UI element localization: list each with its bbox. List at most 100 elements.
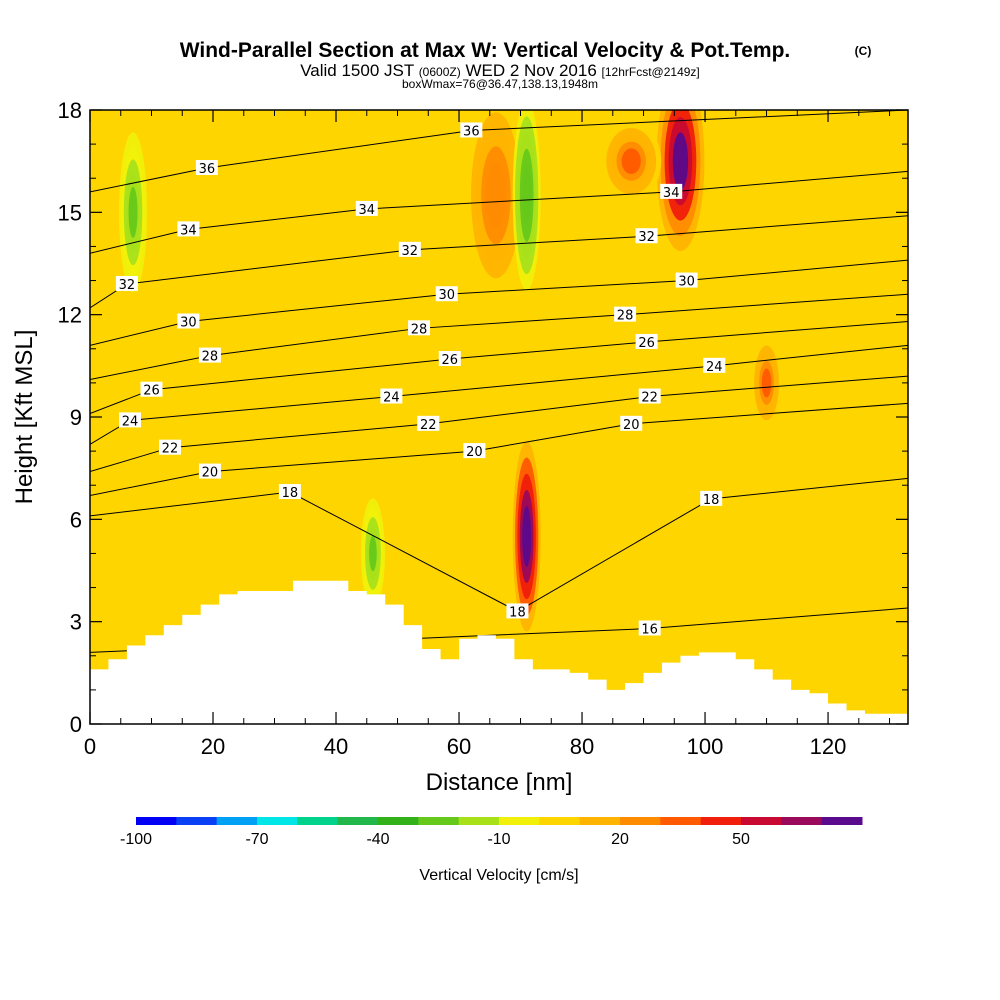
updraft-feature bbox=[601, 121, 662, 202]
contour-label-box bbox=[700, 490, 723, 506]
contour-label-text: 18 bbox=[282, 486, 299, 501]
contour-labels: 3634323028262422201836343230282624222018… bbox=[115, 122, 726, 637]
contour-label-text: 24 bbox=[706, 360, 723, 375]
velocity-contour-band bbox=[369, 535, 377, 572]
contour-label: 34 bbox=[355, 200, 378, 218]
y-tick-label: 0 bbox=[70, 712, 82, 737]
x-tick-label: 0 bbox=[84, 734, 96, 759]
contour-label-text: 24 bbox=[122, 414, 139, 429]
contour-label-box bbox=[635, 333, 658, 349]
colorbar-swatch bbox=[176, 817, 218, 825]
y-tick-label: 15 bbox=[58, 200, 82, 225]
contour-label-text: 22 bbox=[641, 391, 658, 406]
contour-label-box bbox=[380, 388, 403, 404]
updraft-feature bbox=[751, 337, 782, 428]
subtitle-valid: Valid 1500 JST bbox=[300, 61, 414, 80]
y-tick-label: 18 bbox=[58, 98, 82, 123]
contour-label-text: 26 bbox=[442, 353, 459, 368]
contour-label: 34 bbox=[660, 183, 683, 201]
colorbar-tick-label: 20 bbox=[611, 831, 629, 848]
contour-label: 18 bbox=[700, 490, 723, 508]
contour-label-text: 34 bbox=[358, 203, 375, 218]
contour-label-box bbox=[198, 347, 221, 363]
contour-label-box bbox=[158, 439, 181, 455]
contour-label-box bbox=[118, 412, 141, 428]
contour-label-text: 16 bbox=[641, 622, 658, 637]
colorbar-swatch bbox=[378, 817, 419, 825]
contour-label-box bbox=[660, 183, 683, 199]
contour-label-box bbox=[435, 286, 458, 302]
subtitle-date: WED 2 Nov 2016 bbox=[465, 61, 596, 80]
contour-label-box bbox=[620, 415, 643, 431]
contour-label-box bbox=[675, 272, 698, 288]
contour-label: 36 bbox=[460, 122, 483, 139]
colorbar-swatch bbox=[539, 817, 581, 825]
contour-label-text: 20 bbox=[202, 466, 219, 481]
colorbar-swatch bbox=[216, 817, 258, 825]
colorbar-swatch bbox=[741, 817, 782, 825]
colorbar-swatch bbox=[418, 817, 460, 825]
contour-label: 30 bbox=[675, 272, 698, 290]
contour-label-text: 20 bbox=[466, 445, 483, 460]
x-tick-label: 60 bbox=[447, 734, 471, 759]
colorbar-tick-label: -10 bbox=[487, 831, 510, 848]
colorbar: -100 -70 -40 -10 20 50 bbox=[120, 817, 863, 848]
contour-label-box bbox=[506, 603, 529, 619]
contour-label: 28 bbox=[198, 347, 221, 365]
contour-label: 36 bbox=[195, 159, 218, 177]
contour-label-text: 36 bbox=[463, 124, 480, 139]
velocity-contour-band bbox=[522, 164, 532, 226]
colorbar-swatch bbox=[620, 817, 661, 825]
theta-contour bbox=[90, 110, 908, 193]
colorbar-swatch bbox=[337, 817, 379, 825]
contour-label: 30 bbox=[177, 313, 200, 330]
downdraft-feature bbox=[360, 498, 385, 609]
contour-label-text: 26 bbox=[143, 384, 160, 399]
plot-area: 3634323028262422201836343230282624222018… bbox=[90, 110, 908, 724]
contour-label-text: 24 bbox=[383, 391, 400, 406]
contour-label: 32 bbox=[115, 275, 138, 293]
contour-label-box bbox=[115, 275, 138, 291]
contour-label-box bbox=[278, 484, 301, 500]
contour-label: 24 bbox=[380, 388, 403, 406]
contour-label: 20 bbox=[620, 415, 643, 433]
contour-label-box bbox=[198, 463, 221, 479]
contour-label: 18 bbox=[506, 603, 529, 620]
colorbar-swatch bbox=[700, 817, 742, 825]
contour-label-box bbox=[635, 228, 658, 244]
colorbar-swatch bbox=[660, 817, 702, 825]
x-tick-label: 100 bbox=[687, 734, 724, 759]
downdraft-feature bbox=[119, 132, 148, 293]
velocity-contour-band bbox=[522, 505, 532, 567]
contour-label-text: 34 bbox=[663, 186, 680, 201]
contour-label-text: 28 bbox=[411, 322, 428, 337]
colorbar-swatch bbox=[458, 817, 500, 825]
y-tick-label: 12 bbox=[58, 303, 82, 328]
chart-subtitle-box: boxWmax=76@36.47,138.13,1948m bbox=[402, 77, 598, 91]
contour-label-text: 28 bbox=[617, 309, 634, 324]
chart-title-mark: (C) bbox=[855, 44, 872, 58]
contour-label-box bbox=[398, 241, 421, 257]
contour-label-box bbox=[703, 357, 726, 373]
contour-label: 24 bbox=[118, 412, 141, 429]
contour-label-box bbox=[408, 320, 431, 336]
contour-label-text: 32 bbox=[119, 278, 136, 293]
contour-label-box bbox=[463, 443, 486, 459]
contour-label: 26 bbox=[635, 333, 658, 351]
contour-label-text: 22 bbox=[162, 442, 179, 457]
x-tick-label: 40 bbox=[324, 734, 348, 759]
contour-label-text: 30 bbox=[678, 275, 695, 290]
velocity-contour-band bbox=[621, 148, 641, 174]
velocity-contour-band bbox=[761, 368, 772, 398]
contour-label-box bbox=[438, 351, 461, 367]
contour-label-box bbox=[638, 388, 661, 404]
contour-label: 20 bbox=[463, 443, 486, 460]
colorbar-swatch bbox=[499, 817, 540, 825]
colorbar-tick-label: -70 bbox=[245, 831, 268, 848]
velocity-contour-band bbox=[128, 186, 138, 238]
chart-subtitle: Valid 1500 JST (0600Z) WED 2 Nov 2016 [1… bbox=[300, 61, 700, 80]
x-tick-label: 120 bbox=[810, 734, 847, 759]
contour-label-text: 36 bbox=[199, 162, 216, 177]
colorbar-swatch bbox=[136, 817, 177, 825]
contour-label: 26 bbox=[140, 381, 163, 399]
